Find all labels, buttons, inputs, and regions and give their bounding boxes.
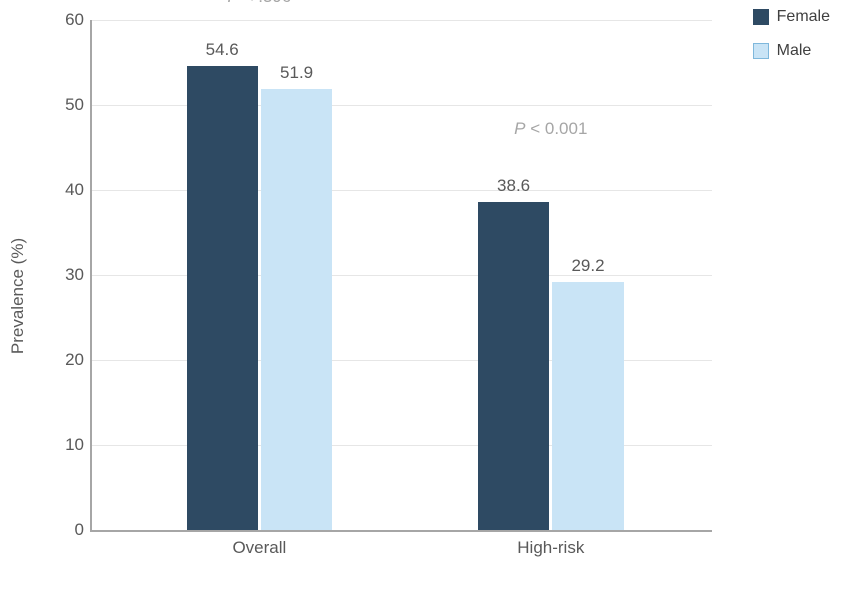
y-tick-label: 50 <box>44 95 92 115</box>
y-axis-title: Prevalence (%) <box>8 237 28 353</box>
bar-value-label: 29.2 <box>571 256 604 282</box>
y-tick-label: 30 <box>44 265 92 285</box>
p-value-annotation: P < .396 <box>227 0 291 7</box>
y-tick-label: 60 <box>44 10 92 30</box>
x-tick-label: High-risk <box>517 530 584 558</box>
gridline <box>92 190 712 191</box>
legend-swatch-male <box>753 43 769 59</box>
legend-item-female: Female <box>753 8 830 26</box>
p-value-annotation: P < 0.001 <box>514 119 587 139</box>
bar-value-label: 51.9 <box>280 63 313 89</box>
plot-area: 0102030405060OverallP < .39654.651.9High… <box>90 20 712 532</box>
bar-value-label: 54.6 <box>206 40 239 66</box>
legend-label-female: Female <box>777 8 830 26</box>
legend-label-male: Male <box>777 42 812 60</box>
bar-female: 38.6 <box>478 202 549 530</box>
prevalence-bar-chart: Prevalence (%) 0102030405060OverallP < .… <box>0 0 846 591</box>
legend-swatch-female <box>753 9 769 25</box>
gridline <box>92 105 712 106</box>
y-tick-label: 40 <box>44 180 92 200</box>
x-tick-label: Overall <box>232 530 286 558</box>
legend-item-male: Male <box>753 42 830 60</box>
legend: Female Male <box>753 8 830 76</box>
y-tick-label: 20 <box>44 350 92 370</box>
bar-male: 29.2 <box>552 282 623 530</box>
bar-female: 54.6 <box>187 66 258 530</box>
bar-male: 51.9 <box>261 89 332 530</box>
gridline <box>92 20 712 21</box>
bar-value-label: 38.6 <box>497 176 530 202</box>
y-tick-label: 10 <box>44 435 92 455</box>
y-tick-label: 0 <box>44 520 92 540</box>
gridline <box>92 275 712 276</box>
